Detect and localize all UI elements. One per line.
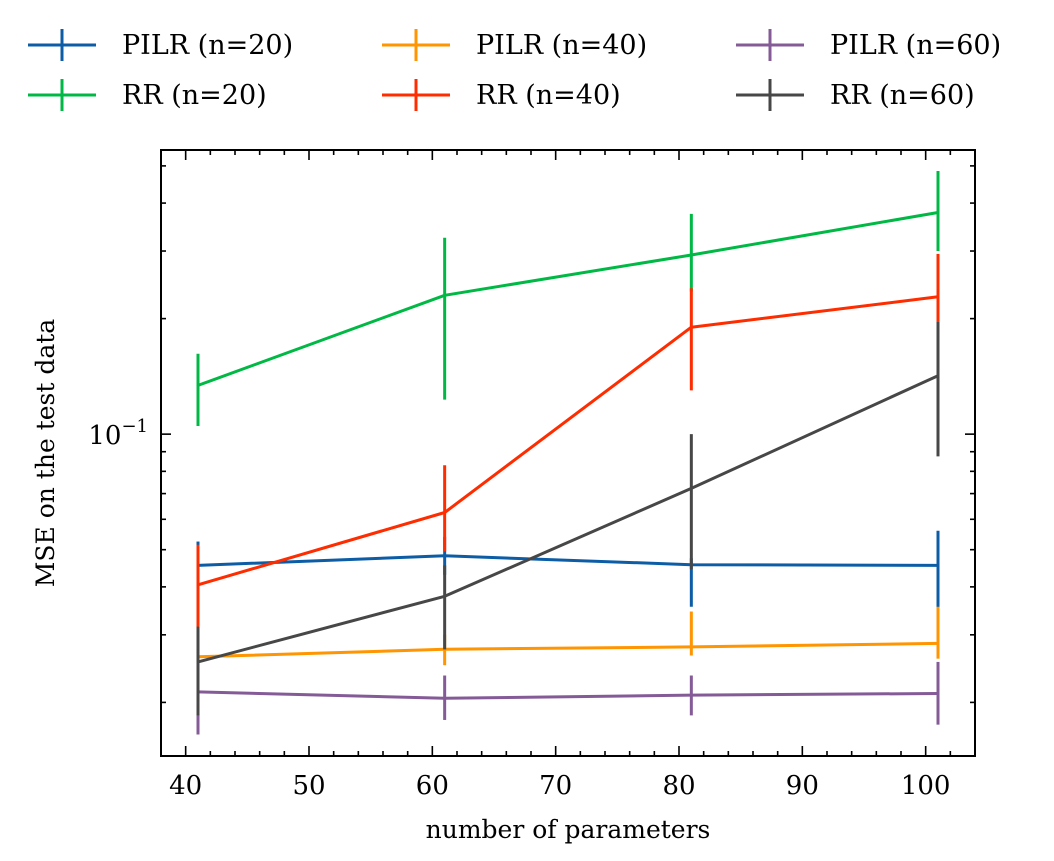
- x-tick-label: 80: [662, 771, 695, 801]
- x-tick-label: 40: [169, 771, 202, 801]
- plot-area: [160, 149, 976, 757]
- legend-label: RR (n=60): [830, 80, 975, 111]
- series-line: [197, 295, 939, 587]
- y-tick-exponent: −1: [121, 416, 148, 437]
- series-line: [197, 211, 939, 387]
- legend-label: PILR (n=40): [476, 30, 647, 61]
- series-4: [196, 661, 940, 735]
- y-tick-label-major: 10−1: [88, 416, 148, 451]
- series-line: [197, 554, 939, 567]
- legend-item: RR (n=20): [28, 79, 267, 111]
- legend-label: RR (n=20): [122, 80, 267, 111]
- x-axis-label: number of parameters: [426, 815, 711, 844]
- series-1: [196, 170, 940, 427]
- series-line: [197, 641, 939, 659]
- legend-label: PILR (n=60): [830, 30, 1001, 61]
- y-tick-base: 10: [88, 421, 121, 451]
- x-tick-label: 50: [292, 771, 325, 801]
- x-tick-label: 100: [901, 771, 951, 801]
- legend-label: RR (n=40): [476, 80, 621, 111]
- series-line: [197, 690, 939, 700]
- y-axis-label: MSE on the test data: [31, 319, 60, 588]
- legend-label: PILR (n=20): [122, 30, 293, 61]
- x-tick-label: 70: [539, 771, 572, 801]
- legend-item: PILR (n=60): [736, 29, 1001, 61]
- series-5: [196, 321, 940, 716]
- legend-item: PILR (n=40): [382, 29, 647, 61]
- legend: PILR (n=20) RR (n=20) PILR (n=40) RR (n=40)…: [28, 29, 1001, 111]
- series-line: [197, 374, 939, 664]
- series-2: [196, 606, 940, 669]
- y-tick-labels: 10−1: [88, 416, 148, 451]
- axis-ticks: [160, 150, 976, 756]
- series-3: [196, 253, 940, 638]
- series-layer: [196, 170, 940, 735]
- legend-item: RR (n=40): [382, 79, 621, 111]
- x-tick-labels: 40 50 60 70 80 90 100: [169, 771, 950, 801]
- legend-item: RR (n=60): [736, 79, 975, 111]
- x-tick-label: 60: [416, 771, 449, 801]
- legend-item: PILR (n=20): [28, 29, 293, 61]
- x-tick-label: 90: [786, 771, 819, 801]
- plot-frame: [160, 149, 976, 757]
